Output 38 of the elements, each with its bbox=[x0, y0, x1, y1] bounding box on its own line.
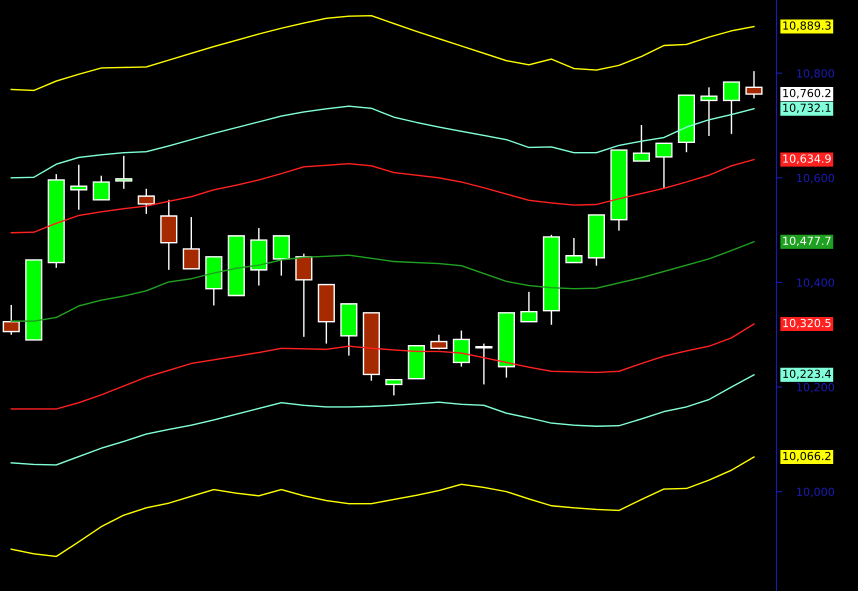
text: 10,223.4 bbox=[783, 370, 831, 380]
candlestick bbox=[92, 175, 110, 200]
candlestick bbox=[475, 342, 492, 386]
line-series bbox=[10, 456, 755, 558]
candlestick bbox=[452, 330, 470, 368]
candlestick bbox=[182, 216, 200, 270]
text: 10,889.3 bbox=[783, 21, 831, 31]
candlestick bbox=[385, 379, 402, 396]
candlestick bbox=[430, 334, 448, 350]
text: 10,732.1 bbox=[783, 104, 830, 114]
y-tick-label: 10,400 bbox=[797, 278, 834, 288]
text: 10,760.2 bbox=[783, 88, 830, 98]
candlestick bbox=[565, 237, 582, 264]
text: 10,477.7 bbox=[783, 236, 831, 246]
candlestick bbox=[655, 142, 673, 190]
line-series bbox=[10, 105, 755, 179]
line-series bbox=[10, 374, 755, 466]
line-series bbox=[10, 14, 755, 92]
candlestick bbox=[272, 235, 290, 276]
candlestick bbox=[722, 81, 740, 135]
line-series bbox=[10, 323, 755, 410]
candlestick bbox=[745, 70, 763, 100]
candlestick bbox=[520, 291, 538, 322]
candlestick bbox=[2, 304, 20, 336]
line-series bbox=[10, 158, 755, 234]
y-tick-label: 10,600 bbox=[797, 174, 834, 184]
y-tick-label: 10,800 bbox=[797, 69, 834, 79]
candlestick bbox=[632, 124, 650, 162]
y-tick-label: 10,200 bbox=[797, 383, 834, 393]
candlestick bbox=[70, 164, 88, 210]
text: 10,634.9 bbox=[783, 154, 831, 164]
candlestick bbox=[115, 155, 132, 190]
text: 10,320.5 bbox=[783, 318, 831, 328]
candlestick bbox=[700, 86, 718, 137]
text: 10,066.2 bbox=[783, 452, 830, 462]
candlestick bbox=[295, 252, 312, 338]
candlestick bbox=[138, 188, 155, 215]
y-tick-label: 10,000 bbox=[797, 488, 834, 498]
